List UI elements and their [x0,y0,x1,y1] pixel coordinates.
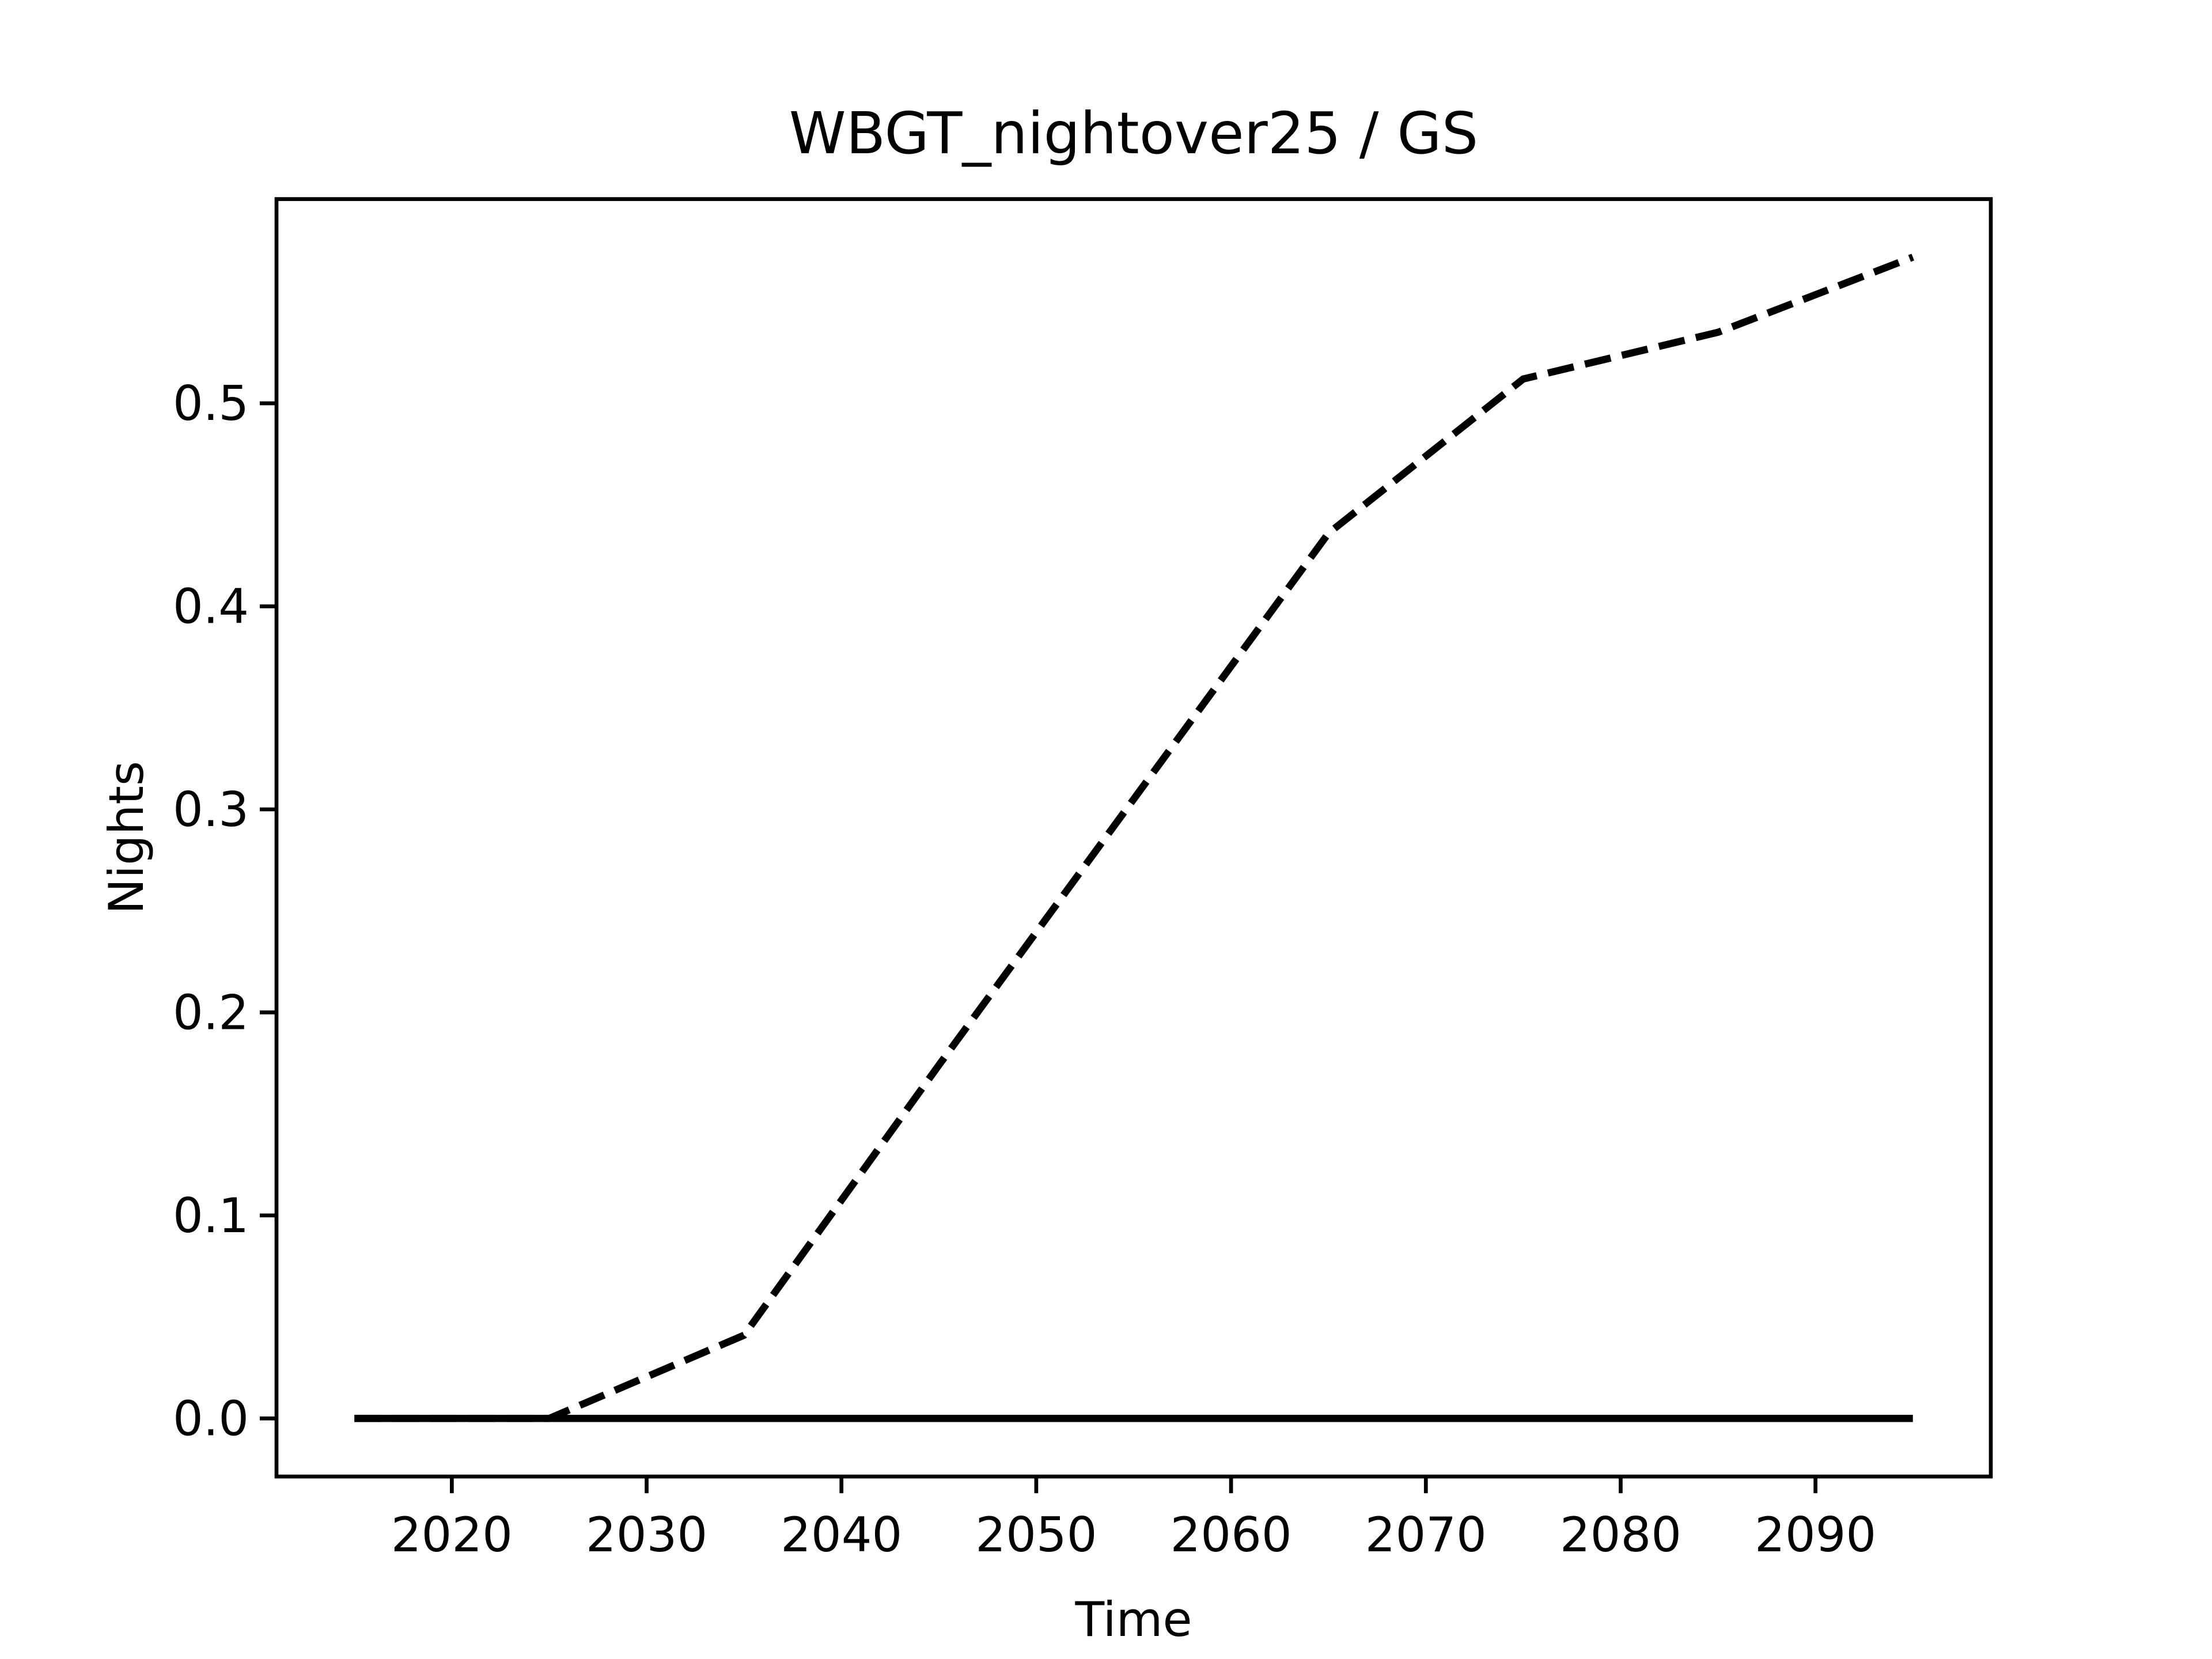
y-tick-label: 0.5 [173,376,249,431]
plot-frame [274,197,1993,1479]
x-tick-label: 2060 [1170,1507,1291,1563]
x-axis-label: Time [1074,1592,1192,1647]
x-tick-label: 2040 [781,1507,902,1563]
y-tick-label: 0.4 [173,579,249,635]
y-axis-label: Nights [99,761,154,914]
data-line [354,253,1914,1422]
x-tick-label: 2050 [975,1507,1097,1563]
x-tick-label: 2020 [391,1507,513,1563]
y-tick-label: 0.3 [173,782,249,838]
y-tick-label: 0.1 [173,1188,249,1244]
x-tick-label: 2090 [1755,1507,1876,1563]
y-tick-label: 0.2 [173,985,249,1041]
x-tick-label: 2030 [586,1507,707,1563]
chart-title: WBGT_nightover25 / GS [789,100,1478,167]
x-tick-label: 2080 [1560,1507,1681,1563]
y-tick-label: 0.0 [173,1391,249,1446]
x-tick-label: 2070 [1365,1507,1487,1563]
